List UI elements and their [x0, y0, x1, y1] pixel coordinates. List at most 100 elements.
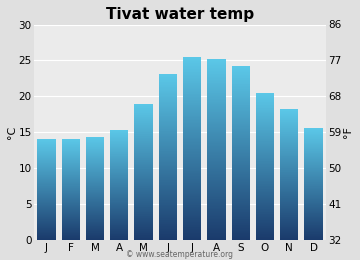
Bar: [183, 133, 201, 134]
Bar: [207, 139, 225, 140]
Bar: [280, 194, 298, 195]
Bar: [305, 225, 323, 226]
Bar: [183, 140, 201, 141]
Bar: [231, 150, 250, 151]
Bar: [183, 157, 201, 158]
Bar: [159, 199, 177, 200]
Bar: [231, 105, 250, 106]
Bar: [256, 98, 274, 99]
Bar: [62, 148, 80, 149]
Bar: [159, 124, 177, 125]
Bar: [110, 224, 129, 225]
Bar: [159, 238, 177, 239]
Bar: [207, 180, 225, 181]
Bar: [207, 89, 225, 90]
Bar: [86, 226, 104, 227]
Bar: [159, 84, 177, 85]
Bar: [207, 182, 225, 183]
Bar: [110, 149, 129, 150]
Bar: [159, 234, 177, 235]
Bar: [207, 114, 225, 115]
Bar: [256, 234, 274, 235]
Bar: [256, 143, 274, 144]
Bar: [207, 80, 225, 81]
Bar: [135, 178, 153, 179]
Bar: [256, 193, 274, 194]
Bar: [280, 111, 298, 112]
Bar: [280, 224, 298, 225]
Bar: [62, 156, 80, 157]
Bar: [37, 160, 55, 161]
Bar: [37, 182, 55, 183]
Bar: [159, 160, 177, 161]
Bar: [37, 154, 55, 155]
Bar: [62, 185, 80, 186]
Bar: [159, 152, 177, 153]
Bar: [62, 200, 80, 201]
Bar: [37, 199, 55, 200]
Bar: [231, 229, 250, 230]
Bar: [256, 101, 274, 102]
Bar: [256, 215, 274, 216]
Bar: [183, 123, 201, 124]
Bar: [280, 233, 298, 234]
Bar: [37, 158, 55, 159]
Bar: [305, 214, 323, 215]
Bar: [207, 166, 225, 167]
Bar: [159, 208, 177, 209]
Bar: [62, 163, 80, 164]
Bar: [159, 174, 177, 175]
Bar: [135, 238, 153, 239]
Bar: [256, 138, 274, 139]
Bar: [256, 183, 274, 184]
Bar: [110, 175, 129, 176]
Bar: [183, 160, 201, 161]
Bar: [183, 111, 201, 112]
Bar: [231, 82, 250, 83]
Bar: [305, 149, 323, 150]
Bar: [256, 219, 274, 220]
Bar: [280, 163, 298, 164]
Bar: [183, 209, 201, 210]
Bar: [37, 238, 55, 239]
Bar: [159, 230, 177, 231]
Bar: [86, 189, 104, 190]
Bar: [159, 223, 177, 224]
Bar: [62, 236, 80, 237]
Bar: [86, 216, 104, 217]
Bar: [159, 150, 177, 151]
Bar: [110, 230, 129, 231]
Bar: [62, 167, 80, 168]
Bar: [256, 141, 274, 142]
Bar: [110, 151, 129, 152]
Bar: [207, 123, 225, 124]
Bar: [231, 174, 250, 175]
Bar: [86, 232, 104, 233]
Bar: [256, 184, 274, 185]
Bar: [110, 236, 129, 237]
Bar: [207, 74, 225, 75]
Bar: [231, 93, 250, 94]
Bar: [135, 227, 153, 228]
Bar: [86, 205, 104, 206]
Bar: [62, 164, 80, 165]
Bar: [183, 225, 201, 226]
Bar: [110, 147, 129, 148]
Bar: [280, 128, 298, 129]
Bar: [86, 181, 104, 182]
Bar: [110, 183, 129, 184]
Bar: [305, 194, 323, 195]
Bar: [231, 200, 250, 201]
Bar: [62, 191, 80, 192]
Bar: [62, 195, 80, 196]
Bar: [256, 134, 274, 135]
Bar: [207, 143, 225, 144]
Bar: [183, 146, 201, 147]
Bar: [280, 202, 298, 203]
Bar: [207, 65, 225, 66]
Bar: [183, 89, 201, 90]
Bar: [159, 129, 177, 130]
Bar: [183, 96, 201, 97]
Bar: [305, 151, 323, 152]
Bar: [62, 221, 80, 222]
